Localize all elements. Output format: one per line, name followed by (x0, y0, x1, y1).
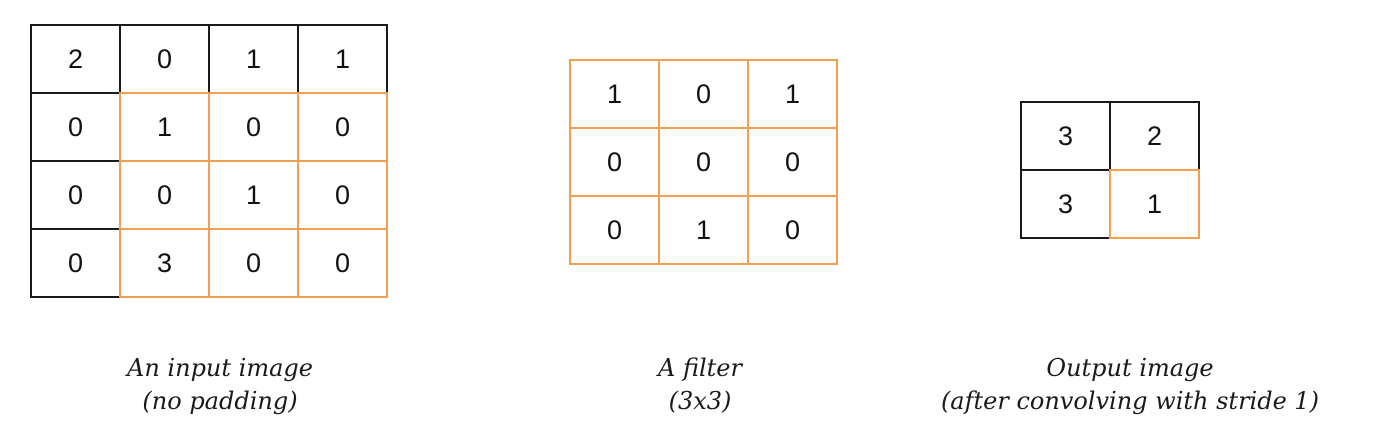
filter-caption: A filter (3x3) (560, 352, 840, 418)
output-image-cell-r1-c1: 3 (1020, 101, 1111, 171)
filter-cell-r2-c2: 0 (658, 127, 749, 197)
input-image-cell-r2-c3: 0 (208, 92, 299, 162)
input-image-cell-r3-c1: 0 (30, 160, 121, 230)
filter-cell-r1-c1: 1 (569, 59, 660, 129)
input-image-cell-r4-c1: 0 (30, 228, 121, 298)
input-image-cell-r4-c3: 0 (208, 228, 299, 298)
input-image-cell-r1-c4: 1 (297, 24, 388, 94)
filter-cell-r1-c3: 1 (747, 59, 838, 129)
input-image-cell-r1-c2: 0 (119, 24, 210, 94)
input-image-cell-r1-c1: 2 (30, 24, 121, 94)
input-image-cell-r2-c2: 1 (119, 92, 210, 162)
filter-cell-r3-c1: 0 (569, 195, 660, 265)
output-image-cell-r1-c2: 2 (1109, 101, 1200, 171)
input-image-cell-r2-c4: 0 (297, 92, 388, 162)
input-image-cell-r4-c2: 3 (119, 228, 210, 298)
input-image-caption-line1: An input image (127, 354, 313, 382)
output-image-caption-line2: (after convolving with stride 1) (940, 387, 1320, 415)
output-image-cell-r2-c1: 3 (1020, 169, 1111, 239)
filter-cell-r3-c3: 0 (747, 195, 838, 265)
input-image-caption-line2: (no padding) (142, 387, 298, 415)
filter-cell-r2-c1: 0 (569, 127, 660, 197)
input-image-cell-r4-c4: 0 (297, 228, 388, 298)
input-image-cell-r3-c4: 0 (297, 160, 388, 230)
filter-caption-line1: A filter (658, 354, 742, 382)
output-image-caption: Output image (after convolving with stri… (880, 352, 1380, 418)
filter-cell-r2-c3: 0 (747, 127, 838, 197)
output-image-caption-line1: Output image (1046, 354, 1214, 382)
input-image-cell-r1-c3: 1 (208, 24, 299, 94)
filter-cell-r1-c2: 0 (658, 59, 749, 129)
input-image-cell-r3-c2: 0 (119, 160, 210, 230)
input-image-caption: An input image (no padding) (60, 352, 380, 418)
filter-cell-r3-c2: 1 (658, 195, 749, 265)
output-image-cell-r2-c2: 1 (1109, 169, 1200, 239)
input-image-cell-r2-c1: 0 (30, 92, 121, 162)
input-image-cell-r3-c3: 1 (208, 160, 299, 230)
filter-caption-line2: (3x3) (668, 387, 732, 415)
